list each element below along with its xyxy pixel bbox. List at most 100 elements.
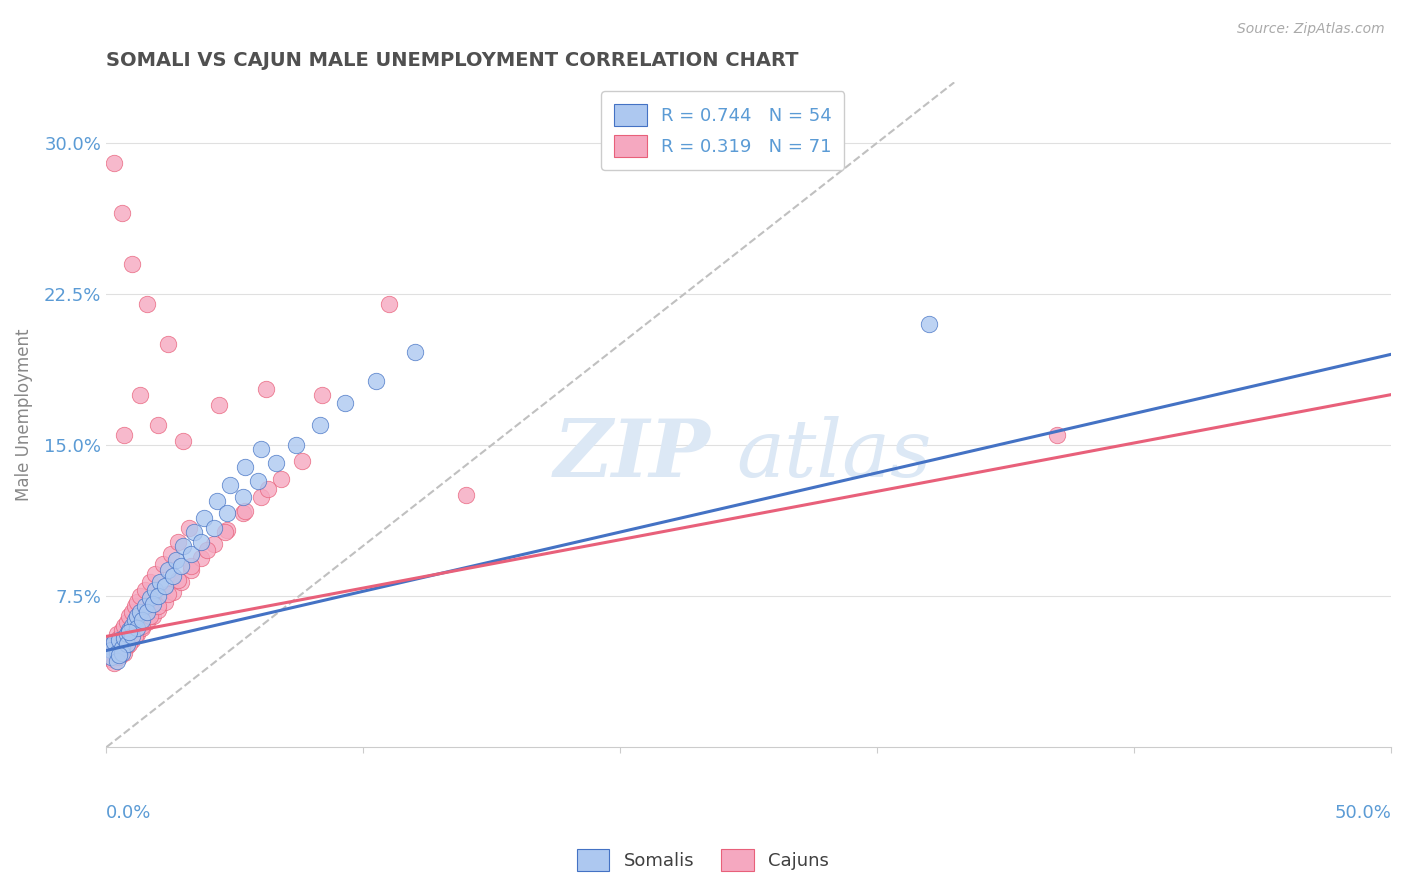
- Point: [105, 648, 128, 662]
- Text: SOMALI VS CAJUN MALE UNEMPLOYMENT CORRELATION CHART: SOMALI VS CAJUN MALE UNEMPLOYMENT CORREL…: [107, 51, 799, 70]
- Point: [118, 637, 141, 651]
- Point: [195, 542, 218, 557]
- Point: [111, 643, 134, 657]
- Point: [108, 632, 131, 646]
- Point: [139, 574, 162, 589]
- Point: [143, 582, 166, 597]
- Point: [118, 625, 141, 640]
- Point: [100, 643, 122, 657]
- Point: [254, 382, 277, 396]
- Point: [143, 566, 166, 581]
- Point: [100, 651, 122, 665]
- Point: [1046, 428, 1069, 442]
- Text: atlas: atlas: [735, 416, 931, 493]
- Point: [217, 507, 239, 521]
- Point: [146, 589, 169, 603]
- Point: [156, 563, 179, 577]
- Point: [121, 629, 143, 643]
- Point: [121, 257, 143, 271]
- Point: [112, 428, 135, 442]
- Point: [111, 646, 134, 660]
- Point: [97, 640, 120, 654]
- Point: [105, 654, 128, 668]
- Point: [128, 387, 150, 401]
- Point: [111, 624, 134, 638]
- Point: [246, 475, 269, 489]
- Point: [311, 387, 333, 401]
- Point: [103, 635, 125, 649]
- Point: [172, 539, 194, 553]
- Point: [180, 547, 202, 561]
- Point: [149, 574, 172, 589]
- Point: [308, 417, 330, 432]
- Point: [162, 585, 184, 599]
- Point: [103, 156, 125, 170]
- Point: [190, 534, 212, 549]
- Legend: R = 0.744   N = 54, R = 0.319   N = 71: R = 0.744 N = 54, R = 0.319 N = 71: [602, 91, 845, 169]
- Point: [134, 582, 156, 597]
- Point: [214, 524, 236, 539]
- Point: [118, 624, 141, 638]
- Point: [165, 553, 187, 567]
- Point: [139, 609, 162, 624]
- Point: [233, 504, 256, 518]
- Point: [115, 637, 138, 651]
- Point: [257, 483, 280, 497]
- Point: [366, 374, 388, 388]
- Point: [108, 649, 131, 664]
- Point: [128, 589, 150, 603]
- Point: [170, 574, 193, 589]
- Point: [155, 579, 177, 593]
- Text: ZIP: ZIP: [553, 416, 710, 493]
- Point: [127, 621, 149, 635]
- Point: [131, 621, 153, 635]
- Point: [156, 337, 179, 351]
- Point: [124, 613, 146, 627]
- Point: [127, 627, 149, 641]
- Point: [115, 627, 138, 641]
- Point: [146, 599, 169, 614]
- Point: [285, 438, 308, 452]
- Point: [152, 557, 174, 571]
- Point: [183, 524, 205, 539]
- Point: [208, 398, 231, 412]
- Point: [180, 563, 202, 577]
- Point: [112, 646, 135, 660]
- Point: [127, 609, 149, 624]
- Point: [100, 649, 122, 664]
- Point: [233, 460, 256, 475]
- Point: [202, 520, 225, 534]
- Point: [115, 640, 138, 654]
- Point: [162, 569, 184, 583]
- Text: 0.0%: 0.0%: [107, 804, 152, 822]
- Point: [155, 595, 177, 609]
- Point: [111, 641, 134, 656]
- Point: [218, 478, 240, 492]
- Point: [454, 488, 477, 502]
- Point: [142, 597, 165, 611]
- Point: [205, 494, 228, 508]
- Point: [264, 456, 287, 470]
- Point: [159, 547, 181, 561]
- Point: [131, 613, 153, 627]
- Point: [121, 605, 143, 619]
- Point: [146, 417, 169, 432]
- Point: [100, 643, 122, 657]
- Point: [121, 633, 143, 648]
- Point: [167, 534, 190, 549]
- Point: [156, 587, 179, 601]
- Point: [108, 648, 131, 662]
- Point: [139, 591, 162, 606]
- Point: [124, 629, 146, 643]
- Point: [105, 627, 128, 641]
- Point: [136, 605, 159, 619]
- Point: [404, 345, 426, 359]
- Point: [335, 395, 357, 409]
- Point: [111, 206, 134, 220]
- Point: [108, 633, 131, 648]
- Y-axis label: Male Unemployment: Male Unemployment: [15, 328, 32, 501]
- Point: [177, 520, 200, 534]
- Point: [167, 573, 190, 587]
- Point: [103, 656, 125, 670]
- Legend: Somalis, Cajuns: Somalis, Cajuns: [569, 842, 837, 879]
